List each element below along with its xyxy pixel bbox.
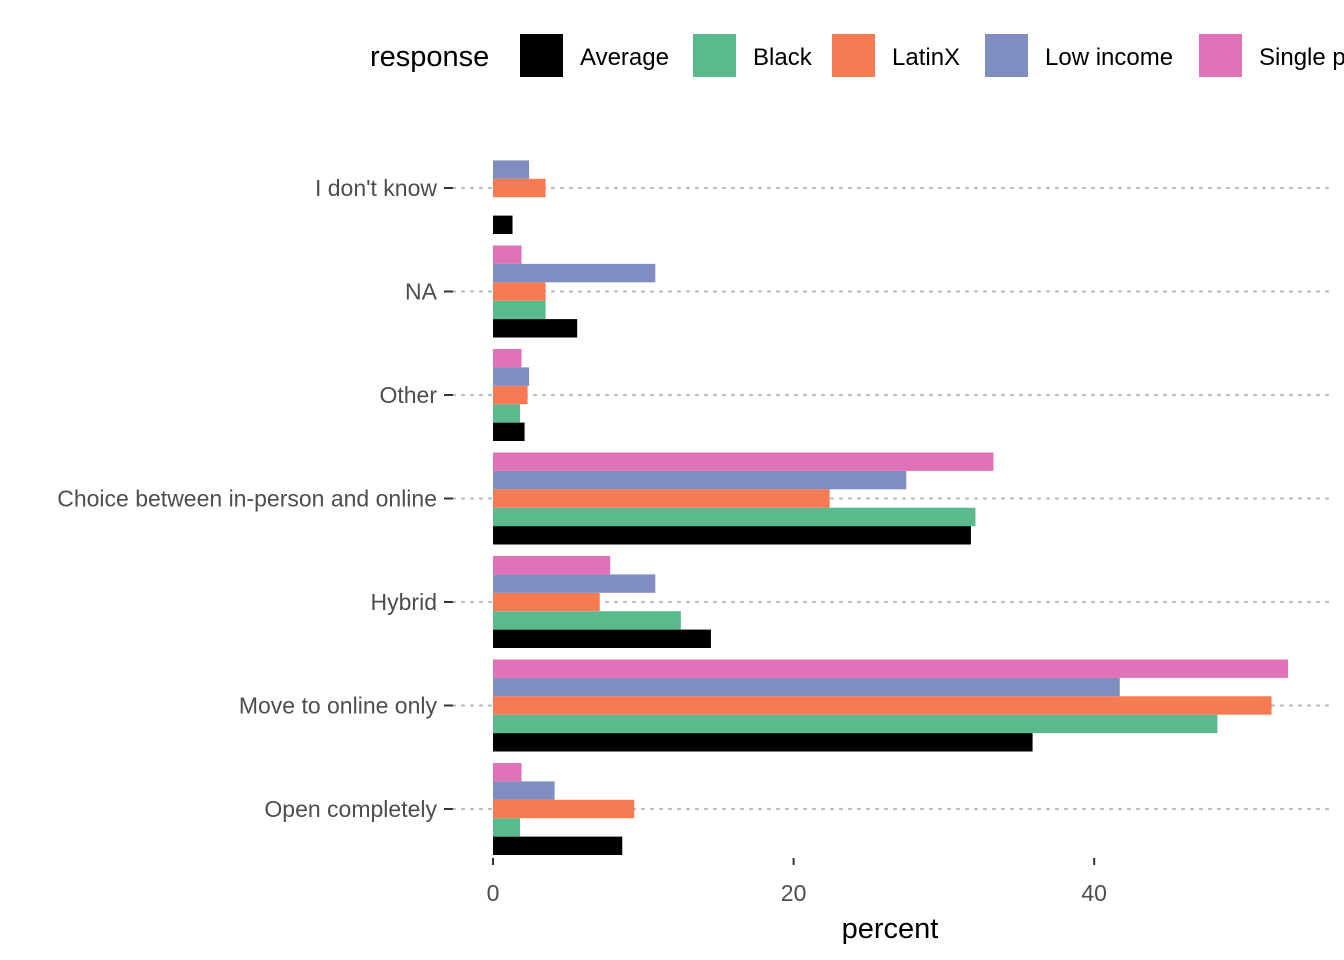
legend-label-single-p: Single p	[1259, 44, 1344, 71]
legend-swatch-black	[693, 34, 736, 77]
legend-title: response	[370, 41, 489, 73]
bar-move-to-online-only-low-income	[493, 677, 1120, 697]
bar-other-average	[493, 422, 525, 441]
bar-hybrid-black	[493, 611, 681, 630]
bar-other-single-p	[493, 349, 522, 368]
legend-label-low-income: Low income	[1045, 44, 1173, 71]
bar-move-to-online-only-latinx	[493, 696, 1272, 715]
bar-open-completely-single-p	[493, 763, 522, 782]
x-axis: percent 0 20 40	[487, 858, 1107, 945]
y-tick-label-move-to-online-only: Move to online only	[239, 693, 438, 719]
bar-i-don-t-know-latinx	[493, 178, 546, 198]
bars	[493, 160, 1289, 855]
bar-na-latinx	[493, 282, 546, 301]
bar-na-black	[493, 300, 546, 320]
bar-na-single-p	[493, 245, 522, 264]
bar-open-completely-latinx	[493, 799, 635, 819]
bar-choice-between-in-person-and-online-average	[493, 526, 971, 545]
x-tick-label-20: 20	[781, 880, 807, 906]
bar-other-low-income	[493, 367, 530, 386]
legend-swatch-single-p	[1199, 34, 1242, 77]
y-tick-label-hybrid: Hybrid	[371, 589, 437, 615]
legend-label-black: Black	[753, 44, 813, 71]
bar-choice-between-in-person-and-online-latinx	[493, 489, 830, 508]
bar-other-black	[493, 404, 521, 423]
bar-move-to-online-only-black	[493, 714, 1218, 734]
legend-swatch-latinx	[832, 34, 875, 77]
bar-open-completely-average	[493, 836, 623, 855]
bar-na-average	[493, 319, 578, 338]
x-tick-label-40: 40	[1081, 880, 1107, 906]
bar-i-don-t-know-average	[493, 215, 513, 234]
bar-hybrid-single-p	[493, 556, 611, 575]
bar-open-completely-low-income	[493, 781, 555, 800]
x-tick-label-0: 0	[487, 880, 500, 906]
bar-hybrid-latinx	[493, 592, 600, 612]
y-tick-label-choice-between-in-person-and-online: Choice between in-person and online	[57, 486, 437, 512]
y-tick-label-na: NA	[405, 279, 438, 305]
bar-choice-between-in-person-and-online-black	[493, 507, 976, 527]
y-tick-label-open-completely: Open completely	[264, 796, 437, 822]
bar-choice-between-in-person-and-online-low-income	[493, 470, 907, 490]
y-tick-label-i-don-t-know: I don't know	[315, 175, 437, 201]
bar-move-to-online-only-average	[493, 733, 1033, 752]
legend-swatch-average	[520, 34, 563, 77]
legend-label-latinx: LatinX	[892, 44, 960, 71]
bar-hybrid-average	[493, 629, 711, 648]
bar-na-low-income	[493, 263, 656, 283]
y-axis: I don't know NA Other Choice between in-per…	[57, 175, 453, 822]
bar-hybrid-low-income	[493, 574, 656, 593]
x-axis-title: percent	[842, 913, 939, 945]
bar-other-latinx	[493, 385, 528, 405]
bar-open-completely-black	[493, 818, 521, 837]
y-tick-label-other: Other	[379, 382, 437, 408]
legend-label-average: Average	[580, 44, 669, 71]
bar-i-don-t-know-low-income	[493, 160, 530, 179]
bar-move-to-online-only-single-p	[493, 659, 1289, 678]
legend: response Average Black LatinX Low income Sin…	[370, 34, 1344, 77]
bar-choice-between-in-person-and-online-single-p	[493, 452, 994, 471]
legend-swatch-low-income	[985, 34, 1028, 77]
